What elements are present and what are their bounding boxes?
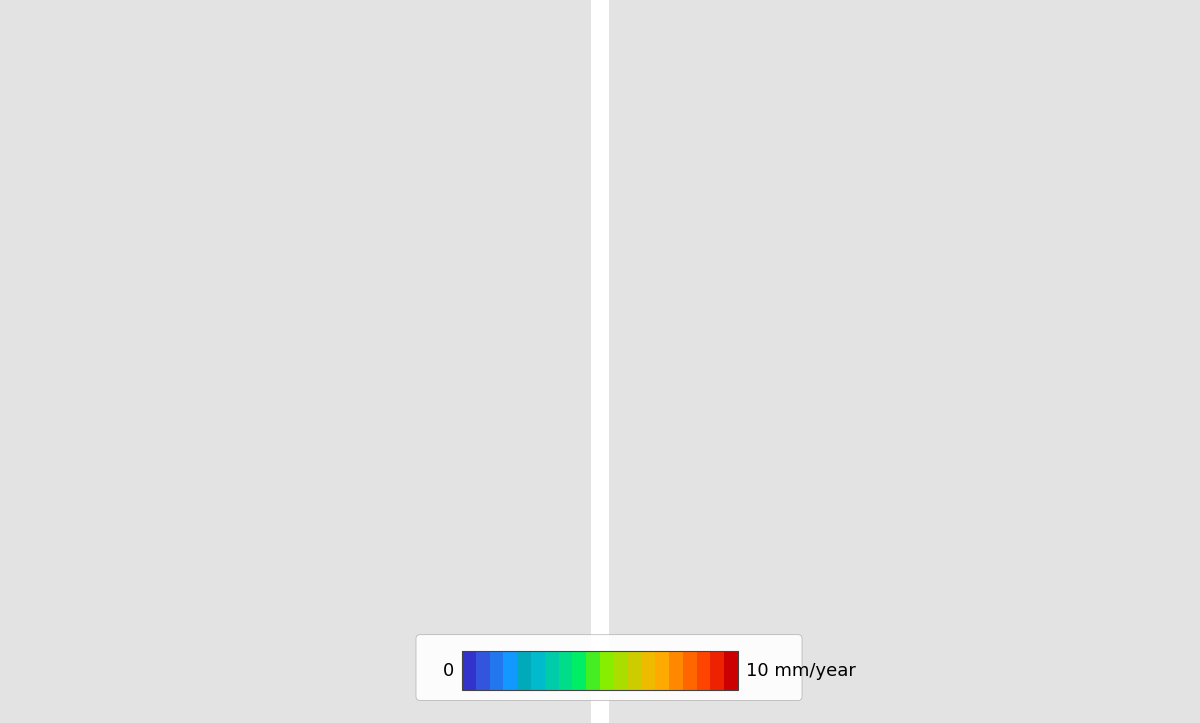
Text: 10 mm/year: 10 mm/year xyxy=(746,662,856,680)
FancyBboxPatch shape xyxy=(416,635,802,701)
Bar xyxy=(592,0,610,723)
Text: 0: 0 xyxy=(443,662,454,680)
Bar xyxy=(610,0,1200,723)
Bar xyxy=(587,651,600,690)
Bar xyxy=(559,651,572,690)
Bar xyxy=(710,651,725,690)
Bar xyxy=(628,651,642,690)
Bar xyxy=(641,651,655,690)
Bar xyxy=(545,651,559,690)
Bar xyxy=(462,651,476,690)
Bar xyxy=(670,651,683,690)
Bar xyxy=(725,651,738,690)
Bar xyxy=(572,651,587,690)
Bar xyxy=(683,651,697,690)
Bar xyxy=(517,651,532,690)
Bar xyxy=(0,0,592,723)
Bar xyxy=(462,651,738,690)
Bar xyxy=(655,651,670,690)
Bar xyxy=(613,651,628,690)
Bar xyxy=(504,651,517,690)
Bar xyxy=(490,651,504,690)
Bar xyxy=(600,651,614,690)
Bar xyxy=(696,651,710,690)
Bar xyxy=(475,651,490,690)
Bar xyxy=(530,651,545,690)
